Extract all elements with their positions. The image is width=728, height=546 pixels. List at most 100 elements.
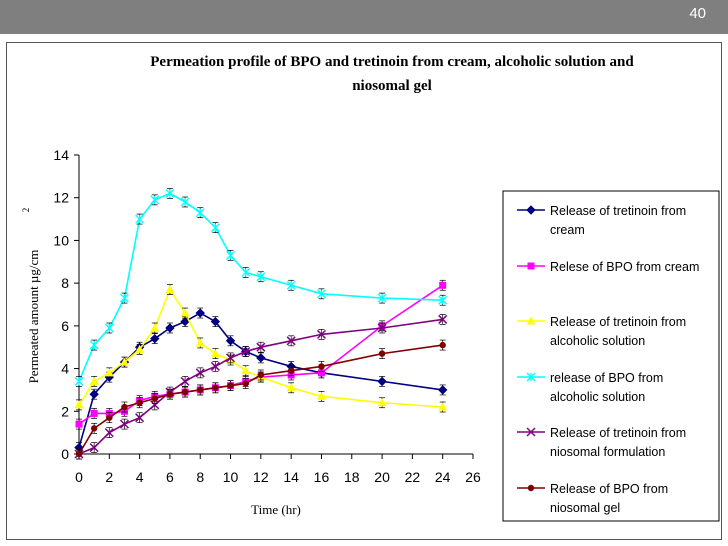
data-point bbox=[210, 223, 220, 233]
legend-swatch-marker bbox=[527, 262, 535, 270]
data-point bbox=[195, 308, 205, 318]
data-point bbox=[226, 353, 236, 363]
data-point bbox=[180, 376, 190, 386]
y-tick-label: 14 bbox=[53, 147, 69, 163]
data-point bbox=[227, 382, 234, 389]
data-point bbox=[378, 350, 386, 357]
slide-number: 40 bbox=[689, 5, 706, 22]
chart-title-line: Permeation profile of BPO and tretinoin … bbox=[150, 54, 634, 70]
data-point bbox=[104, 428, 114, 438]
data-point bbox=[166, 391, 174, 398]
data-point bbox=[241, 366, 251, 375]
data-point bbox=[287, 367, 295, 374]
data-point bbox=[286, 280, 296, 290]
x-tick-label: 18 bbox=[344, 469, 360, 485]
data-point bbox=[90, 409, 98, 417]
y-tick-label: 6 bbox=[61, 318, 69, 334]
legend-label: alcoholic solution bbox=[550, 390, 645, 404]
data-point bbox=[165, 285, 175, 294]
data-point bbox=[89, 443, 99, 453]
data-point bbox=[241, 268, 251, 277]
data-point bbox=[136, 399, 143, 406]
data-point bbox=[165, 323, 175, 333]
data-point bbox=[135, 413, 145, 423]
data-point bbox=[195, 338, 205, 347]
data-point bbox=[286, 336, 296, 346]
data-point bbox=[180, 308, 190, 317]
legend-entry: Release of BPO from niosomal gel bbox=[517, 482, 668, 515]
y-tick-label: 4 bbox=[61, 361, 69, 377]
legend-label: Release of tretinoin from bbox=[550, 426, 686, 440]
y-axis-label-superscript: 2 bbox=[21, 208, 31, 213]
legend-label: Relese of BPO from cream bbox=[550, 260, 699, 274]
data-point bbox=[197, 386, 204, 394]
x-axis-label: Time (hr) bbox=[251, 502, 301, 517]
data-point bbox=[165, 188, 175, 198]
legend-label: niosomal gel bbox=[550, 501, 620, 515]
data-point bbox=[377, 398, 387, 407]
data-point bbox=[119, 357, 129, 366]
data-point bbox=[150, 195, 160, 205]
data-point bbox=[256, 342, 266, 352]
data-point bbox=[121, 403, 128, 411]
data-point bbox=[210, 361, 220, 371]
slide-header-bar: 40 bbox=[0, 0, 728, 34]
data-point bbox=[377, 293, 387, 303]
data-point bbox=[438, 295, 448, 305]
permeation-chart: Permeation profile of BPO and tretinoin … bbox=[21, 54, 720, 522]
data-point bbox=[317, 369, 325, 377]
data-point bbox=[75, 450, 83, 458]
data-point bbox=[438, 314, 448, 324]
y-tick-label: 2 bbox=[61, 403, 69, 419]
data-point bbox=[150, 400, 160, 410]
data-point bbox=[90, 425, 98, 432]
data-point bbox=[438, 402, 448, 411]
data-point bbox=[150, 323, 160, 332]
x-tick-label: 24 bbox=[435, 469, 451, 485]
x-tick-label: 2 bbox=[105, 469, 113, 485]
legend-label: Release of BPO from bbox=[550, 482, 668, 496]
y-tick-label: 10 bbox=[53, 232, 69, 248]
data-point bbox=[437, 385, 448, 395]
data-point bbox=[212, 384, 219, 391]
x-tick-label: 16 bbox=[314, 469, 330, 485]
legend-label: alcoholic solution bbox=[550, 334, 645, 348]
x-tick-label: 4 bbox=[136, 469, 144, 485]
y-axis-label: Permeated amount µg/cm bbox=[26, 250, 41, 384]
data-point bbox=[210, 316, 221, 327]
data-point bbox=[241, 346, 251, 357]
y-tick-label: 8 bbox=[61, 275, 69, 291]
chart-title-line: niosomal gel bbox=[352, 78, 432, 94]
data-point bbox=[89, 376, 99, 385]
x-tick-label: 8 bbox=[196, 469, 204, 485]
legend-swatch-marker bbox=[526, 372, 536, 382]
data-point bbox=[439, 281, 447, 289]
chart-frame: Permeation profile of BPO and tretinoin … bbox=[6, 42, 722, 540]
chart-title: Permeation profile of BPO and tretinoin … bbox=[150, 54, 634, 94]
data-point bbox=[74, 376, 84, 386]
y-tick-label: 12 bbox=[53, 190, 69, 206]
data-point bbox=[135, 214, 145, 224]
data-point bbox=[150, 333, 160, 344]
data-point bbox=[180, 316, 190, 327]
data-point bbox=[75, 420, 83, 428]
legend-label: cream bbox=[550, 223, 585, 237]
series-4 bbox=[74, 188, 448, 387]
data-point bbox=[256, 353, 266, 363]
data-point bbox=[210, 349, 220, 358]
data-point bbox=[316, 329, 326, 339]
data-point bbox=[195, 208, 205, 218]
data-point bbox=[256, 272, 266, 282]
series-5 bbox=[74, 314, 448, 460]
series-6 bbox=[75, 339, 446, 460]
data-point bbox=[104, 368, 114, 377]
legend-swatch-marker bbox=[526, 205, 536, 215]
data-point bbox=[316, 391, 326, 400]
data-point bbox=[195, 368, 205, 378]
data-point bbox=[226, 250, 235, 260]
legend-swatch-marker bbox=[527, 484, 535, 492]
data-point bbox=[318, 363, 325, 370]
data-point bbox=[74, 400, 84, 409]
x-tick-label: 12 bbox=[253, 469, 269, 485]
data-point bbox=[151, 395, 158, 402]
